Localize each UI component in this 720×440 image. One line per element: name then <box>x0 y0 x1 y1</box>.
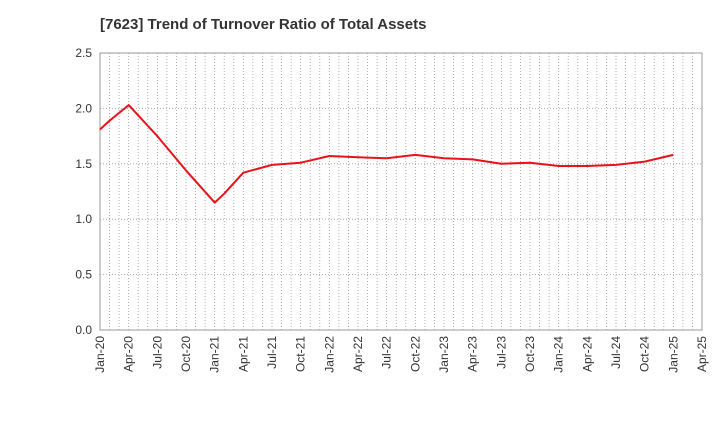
x-tick-label: Jul-21 <box>265 336 279 369</box>
chart-title: [7623] Trend of Turnover Ratio of Total … <box>100 16 427 33</box>
y-tick-label: 0.0 <box>75 323 92 337</box>
grid-layer <box>100 53 702 330</box>
y-tick-label: 2.0 <box>75 101 92 115</box>
x-tick-label: Apr-24 <box>580 336 594 372</box>
x-tick-label: Oct-23 <box>523 336 537 372</box>
x-tick-label: Jul-23 <box>494 336 508 369</box>
x-tick-label: Jan-20 <box>93 336 107 373</box>
x-tick-label: Jan-22 <box>322 336 336 373</box>
x-tick-label: Oct-21 <box>294 336 308 372</box>
y-tick-label: 1.5 <box>75 157 92 171</box>
x-tick-label: Jul-22 <box>380 336 394 369</box>
x-tick-label: Oct-24 <box>638 336 652 372</box>
y-tick-label: 2.5 <box>75 46 92 60</box>
x-tick-label: Apr-25 <box>695 336 709 372</box>
plot-area-frame <box>99 52 703 331</box>
x-tick-label: Oct-22 <box>408 336 422 372</box>
series-line <box>99 104 674 204</box>
x-tick-label: Jan-23 <box>437 336 451 373</box>
x-tick-label: Oct-20 <box>179 336 193 372</box>
series-layer <box>99 104 674 204</box>
x-tick-label: Apr-20 <box>122 336 136 372</box>
x-tick-label: Jan-25 <box>666 336 680 373</box>
x-tick-label: Apr-21 <box>236 336 250 372</box>
x-tick-label: Jul-24 <box>609 336 623 369</box>
y-tick-label: 0.5 <box>75 268 92 282</box>
y-axis-tick-labels: 0.0 0.5 1.0 1.5 2.0 2.5 <box>75 46 92 337</box>
x-axis-tick-labels: Jan-20 Apr-20 Jul-20 Oct-20 Jan-21 Apr-21 Jul-… <box>93 336 709 373</box>
x-tick-label: Jul-20 <box>150 336 164 369</box>
x-tick-label: Jan-24 <box>552 336 566 373</box>
y-tick-label: 1.0 <box>75 212 92 226</box>
x-tick-label: Apr-22 <box>351 336 365 372</box>
x-tick-label: Apr-23 <box>466 336 480 372</box>
x-tick-label: Jan-21 <box>208 336 222 373</box>
